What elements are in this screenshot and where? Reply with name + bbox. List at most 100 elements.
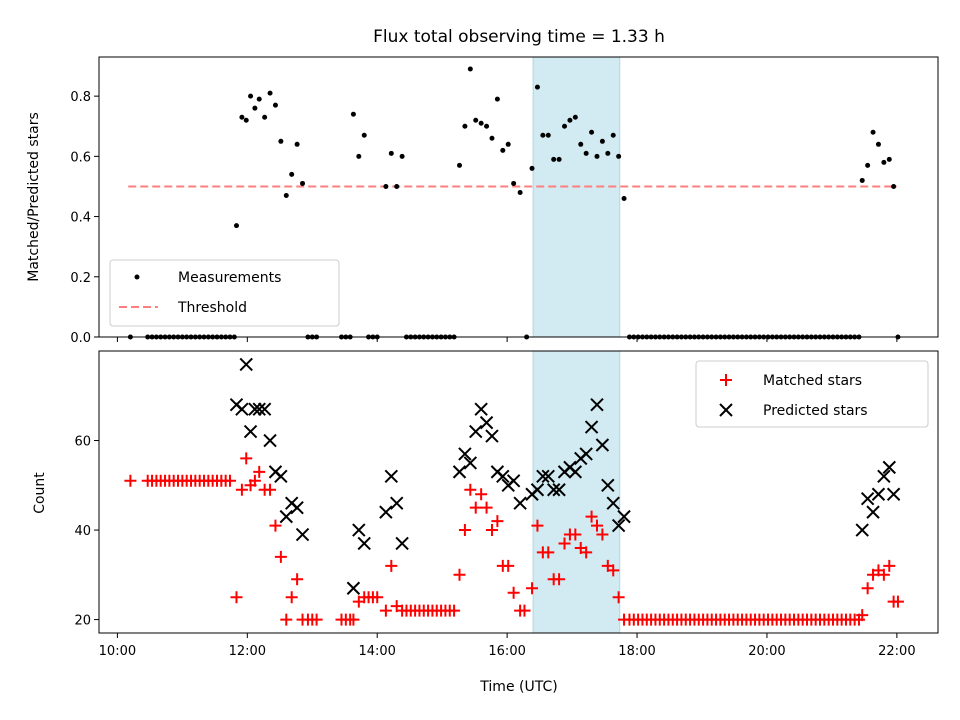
predicted-star-point [871,487,886,501]
predicted-star-point [295,527,310,542]
predicted-star-point [463,456,478,470]
matched-star-point [274,550,287,563]
top-ytick-label: 0.6 [70,150,91,165]
matched-star-point [596,528,609,541]
matched-star-point [480,501,493,514]
measurement-point [494,96,500,102]
predicted-star-point [513,496,527,510]
measurement-point [505,141,511,147]
measurement-point [511,180,517,186]
measurement-point [462,123,468,129]
measurement-point [875,141,881,147]
measurement-point [567,117,573,123]
matched-star-point [502,559,515,572]
predicted-star-point [357,536,371,551]
predicted-star-point [257,402,272,416]
predicted-star-point [611,518,626,533]
matched-star-point [891,595,904,608]
matched-star-point [285,591,298,604]
matched-star-point [448,604,461,617]
predicted-star-point [395,536,409,551]
legend-label-measurements: Measurements [178,270,281,286]
measurement-point [484,123,490,129]
predicted-star-point [579,447,593,461]
matched-star-point [235,483,248,496]
measurement-point [562,123,568,129]
measurement-point [517,189,523,195]
matched-star-point [469,501,482,514]
predicted-star-point [252,402,266,416]
bottom-ytick-label: 20 [74,614,91,629]
top-ytick-label: 0.8 [70,90,91,105]
matched-star-point [558,537,571,550]
predicted-star-point [886,487,901,501]
measurement-point [583,150,589,156]
measurement-point [545,132,551,138]
measurement-point [467,66,473,72]
measurement-point [478,120,484,126]
measurement-point [233,223,239,229]
bottom-ytick-label: 60 [74,435,91,450]
measurement-point [283,192,289,198]
predicted-star-point [485,429,499,443]
measurement-point [278,138,284,144]
top-plot-frame [98,56,939,338]
predicted-star-point [606,496,620,510]
measurement-point [599,138,605,144]
matched-star-point [253,465,266,478]
predicted-star-point [882,460,896,475]
predicted-star-point [590,398,604,412]
predicted-star-point [452,465,467,479]
measurement-point [300,180,306,186]
matched-star-point [553,573,566,586]
predicted-star-point [469,424,483,439]
measurement-point [621,196,627,202]
measurement-point [356,153,362,159]
predicted-star-point [263,433,277,448]
matched-star-point [518,604,531,617]
matched-star-point [464,483,477,496]
matched-star-point [371,591,384,604]
top-panel: 0.0 0.2 0.4 0.6 0.8 [70,56,939,346]
predicted-star-point [384,469,399,484]
matched-star-point [590,519,603,532]
matched-star-point [507,586,520,599]
legend-marker-predicted [719,403,733,417]
measurement-point [248,93,254,99]
matched-star-point [385,559,398,572]
predicted-star-point [239,357,253,372]
predicted-star-point [479,415,494,430]
measurement-point [239,114,245,120]
matched-star-point [280,613,293,626]
measurement-point [891,183,897,189]
bottom-ytick-label: 40 [74,524,91,539]
measurement-point [886,156,892,162]
bottom-panel: 20 40 60 10:00 12:00 14:00 16:00 18:00 20:00 22:0… [74,350,939,659]
predicted-star-point [496,469,510,484]
predicted-star-point [860,492,875,506]
top-ytick-label: 0.2 [70,271,91,286]
matched-star-point [458,524,471,537]
predicted-star-point [243,424,258,439]
legend-label-matched: Matched stars [763,373,862,389]
predicted-star-point [458,447,472,461]
measurement-point [578,141,584,147]
measurement-point [870,129,876,135]
matched-star-point [230,591,243,604]
measurement-point [534,84,540,90]
matched-star-point [542,546,555,559]
matched-star-point [526,582,539,595]
predicted-star-point [866,505,880,519]
measurement-point [489,135,495,141]
predicted-star-point [546,483,561,497]
measurement-point [252,105,258,111]
measurement-point [272,102,278,108]
predicted-star-point [379,505,393,519]
matched-star-point [531,519,544,532]
predicted-star-point [855,523,869,537]
measurement-point [572,114,578,120]
matched-star-point [585,510,598,523]
predicted-star-point [877,469,891,484]
measurement-point [551,156,557,162]
matched-star-point [240,452,253,465]
